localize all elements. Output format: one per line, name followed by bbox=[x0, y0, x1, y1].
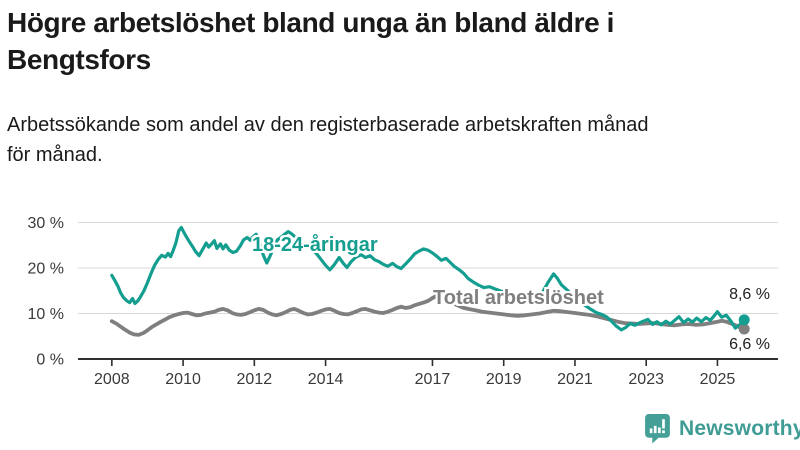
y-axis-tick-label: 20 % bbox=[28, 261, 64, 278]
y-axis-tick-label: 10 % bbox=[28, 306, 64, 323]
end-value-label-total: 6,6 % bbox=[729, 336, 770, 353]
newsworthy-logo: Newsworthy bbox=[644, 413, 800, 444]
page-title: Högre arbetslöshet bland unga än bland ä… bbox=[7, 4, 795, 78]
newsworthy-logo-text: Newsworthy bbox=[679, 416, 800, 440]
series-end-dot-total bbox=[738, 323, 750, 335]
x-axis-tick-label: 2010 bbox=[165, 371, 201, 388]
end-value-label-youth: 8,6 % bbox=[729, 286, 770, 303]
series-end-dot-youth bbox=[738, 314, 750, 326]
bar-chart-glyph bbox=[649, 419, 665, 434]
x-axis-tick-label: 2025 bbox=[700, 371, 736, 388]
x-axis-tick-label: 2019 bbox=[486, 371, 522, 388]
y-axis-tick-label: 30 % bbox=[28, 215, 64, 232]
series-label-total: Total arbetslöshet bbox=[433, 287, 604, 309]
x-axis-tick-label: 2014 bbox=[308, 371, 344, 388]
newsworthy-logo-icon bbox=[645, 414, 670, 444]
chart-subtitle: Arbetssökande som andel av den registerb… bbox=[7, 110, 795, 170]
page-title-line2: Bengtsfors bbox=[7, 44, 151, 75]
page-title-line1: Högre arbetslöshet bland unga än bland ä… bbox=[7, 7, 615, 38]
x-axis-tick-label: 2017 bbox=[415, 371, 451, 388]
chart-subtitle-line2: för månad. bbox=[7, 144, 103, 166]
x-axis-tick-label: 2008 bbox=[94, 371, 130, 388]
x-axis-tick-label: 2012 bbox=[237, 371, 273, 388]
y-axis-tick-label: 0 % bbox=[36, 352, 64, 369]
speech-bubble-shape bbox=[645, 414, 670, 444]
series-line-youth bbox=[110, 225, 746, 332]
x-axis-tick-label: 2021 bbox=[557, 371, 593, 388]
x-axis-tick-label: 2023 bbox=[628, 371, 664, 388]
series-label-youth: 18-24-åringar bbox=[252, 234, 378, 256]
chart-subtitle-line1: Arbetssökande som andel av den registerb… bbox=[7, 114, 649, 136]
series-line-total bbox=[109, 294, 747, 337]
